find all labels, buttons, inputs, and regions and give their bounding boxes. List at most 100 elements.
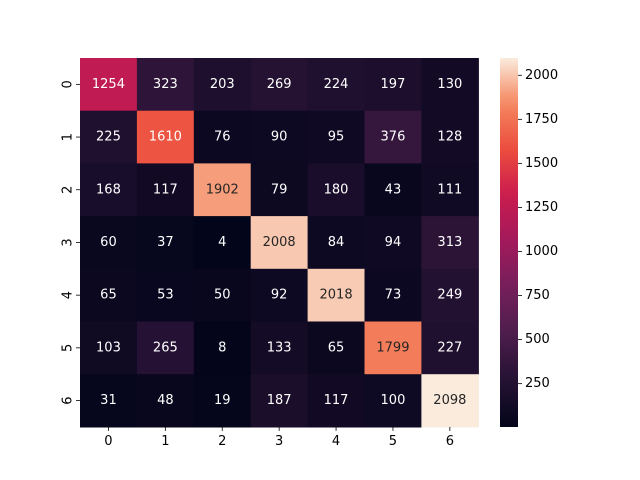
cell-value-1-6: 128 [437, 130, 462, 145]
cell-value-5-3: 133 [267, 340, 292, 355]
cell-value-3-2: 4 [218, 235, 226, 250]
heatmap-cell-4-5 [364, 268, 422, 323]
heatmap-cell-1-3 [250, 110, 309, 164]
y-tick-label-1: 1 [61, 133, 76, 141]
heatmap-cell-3-0 [80, 216, 138, 270]
cell-value-0-4: 224 [324, 77, 349, 92]
heatmap-cell-2-1 [136, 163, 195, 217]
cell-value-1-3: 90 [271, 130, 288, 145]
y-tick-label-6: 6 [61, 396, 76, 404]
heatmap-cell-1-0 [80, 110, 138, 164]
heatmap-cell-2-3 [250, 163, 309, 217]
heatmap-cell-labels: 1254 323 203 269 224 197 130 225 1610 76 90 95 376 12… [92, 77, 466, 408]
heatmap-cell-6-5 [364, 374, 422, 428]
heatmap-cell-3-6 [421, 216, 479, 270]
x-tick-label-0: 0 [104, 434, 112, 449]
heatmap-cell-0-6 [421, 58, 479, 112]
x-tick-label-6: 6 [446, 434, 454, 449]
colorbar-tick-label-4: 1250 [525, 200, 558, 215]
heatmap-cell-1-1 [136, 110, 195, 164]
heatmap-cell-6-4 [307, 374, 366, 428]
cell-value-1-4: 95 [328, 130, 345, 145]
heatmap-cell-5-0 [80, 321, 138, 375]
cell-value-5-4: 65 [328, 340, 345, 355]
heatmap-cell-6-2 [193, 374, 252, 428]
cell-value-5-2: 8 [218, 340, 226, 355]
cell-value-6-5: 100 [381, 393, 406, 408]
cell-value-0-1: 323 [153, 77, 178, 92]
heatmap-cell-6-3 [250, 374, 309, 428]
cell-value-2-3: 79 [271, 182, 288, 197]
cell-value-2-0: 168 [96, 182, 121, 197]
heatmap-cell-5-3 [250, 321, 309, 375]
heatmap-cell-2-4 [307, 163, 366, 217]
cell-value-5-6: 227 [437, 340, 462, 355]
cell-value-0-5: 197 [381, 77, 406, 92]
heatmap-cell-5-5 [364, 321, 422, 375]
colorbar-tick-label-0: 250 [525, 376, 550, 391]
cell-value-3-4: 84 [328, 235, 345, 250]
heatmap-cells [80, 58, 479, 428]
colorbar-tick-label-7: 2000 [525, 68, 558, 83]
cell-value-2-1: 117 [153, 182, 178, 197]
cell-value-6-6: 2098 [433, 393, 466, 408]
cell-value-3-5: 94 [385, 235, 402, 250]
heatmap-cell-4-1 [136, 268, 195, 323]
heatmap-cell-5-4 [307, 321, 366, 375]
heatmap-cell-1-2 [193, 110, 252, 164]
heatmap-cell-2-0 [80, 163, 138, 217]
heatmap-cell-2-6 [421, 163, 479, 217]
heatmap-cell-0-1 [136, 58, 195, 112]
colorbar-tick-label-5: 1500 [525, 156, 558, 171]
heatmap-cell-6-6 [421, 374, 479, 428]
cell-value-4-4: 2018 [320, 288, 353, 303]
colorbar-tick-label-3: 1000 [525, 244, 558, 259]
heatmap-cell-2-2 [193, 163, 252, 217]
cell-value-6-1: 48 [157, 393, 174, 408]
y-tick-label-0: 0 [61, 80, 76, 88]
heatmap-cell-6-0 [80, 374, 138, 428]
cell-value-0-0: 1254 [92, 77, 125, 92]
x-tick-label-1: 1 [161, 434, 169, 449]
cell-value-4-3: 92 [271, 288, 288, 303]
cell-value-6-3: 187 [267, 393, 292, 408]
x-tick-label-4: 4 [332, 434, 340, 449]
colorbar-gradient [500, 58, 518, 427]
heatmap-cell-3-5 [364, 216, 422, 270]
cell-value-2-6: 111 [437, 182, 462, 197]
y-tick-label-3: 3 [61, 238, 76, 246]
heatmap-cell-3-2 [193, 216, 252, 270]
cell-value-6-0: 31 [100, 393, 117, 408]
cell-value-4-1: 53 [157, 288, 174, 303]
heatmap-cell-5-2 [193, 321, 252, 375]
cell-value-4-6: 249 [437, 288, 462, 303]
cell-value-0-6: 130 [437, 77, 462, 92]
heatmap-cell-2-5 [364, 163, 422, 217]
cell-value-2-4: 180 [324, 182, 349, 197]
heatmap-cell-1-6 [421, 110, 479, 164]
x-tick-label-2: 2 [218, 434, 226, 449]
cell-value-2-5: 43 [385, 182, 402, 197]
cell-value-1-2: 76 [214, 130, 231, 145]
cell-value-0-3: 269 [267, 77, 292, 92]
colorbar: 250 500 750 1000 1250 1500 1750 2000 [500, 58, 558, 427]
cell-value-5-0: 103 [96, 340, 121, 355]
heatmap-cell-1-4 [307, 110, 366, 164]
cell-value-5-1: 265 [153, 340, 178, 355]
cell-value-4-5: 73 [385, 288, 402, 303]
cell-value-1-1: 1610 [149, 130, 182, 145]
heatmap-cell-4-6 [421, 268, 479, 323]
cell-value-1-5: 376 [381, 130, 406, 145]
cell-value-6-4: 117 [324, 393, 349, 408]
cell-value-4-2: 50 [214, 288, 231, 303]
y-tick-label-4: 4 [61, 291, 76, 299]
heatmap-cell-4-4 [307, 268, 366, 323]
heatmap-cell-0-5 [364, 58, 422, 112]
heatmap-cell-4-2 [193, 268, 252, 323]
heatmap-cell-1-5 [364, 110, 422, 164]
cell-value-3-6: 313 [437, 235, 462, 250]
y-axis: 0 1 2 3 4 5 6 [61, 80, 80, 405]
colorbar-tick-label-2: 750 [525, 288, 550, 303]
cell-value-3-1: 37 [157, 235, 174, 250]
